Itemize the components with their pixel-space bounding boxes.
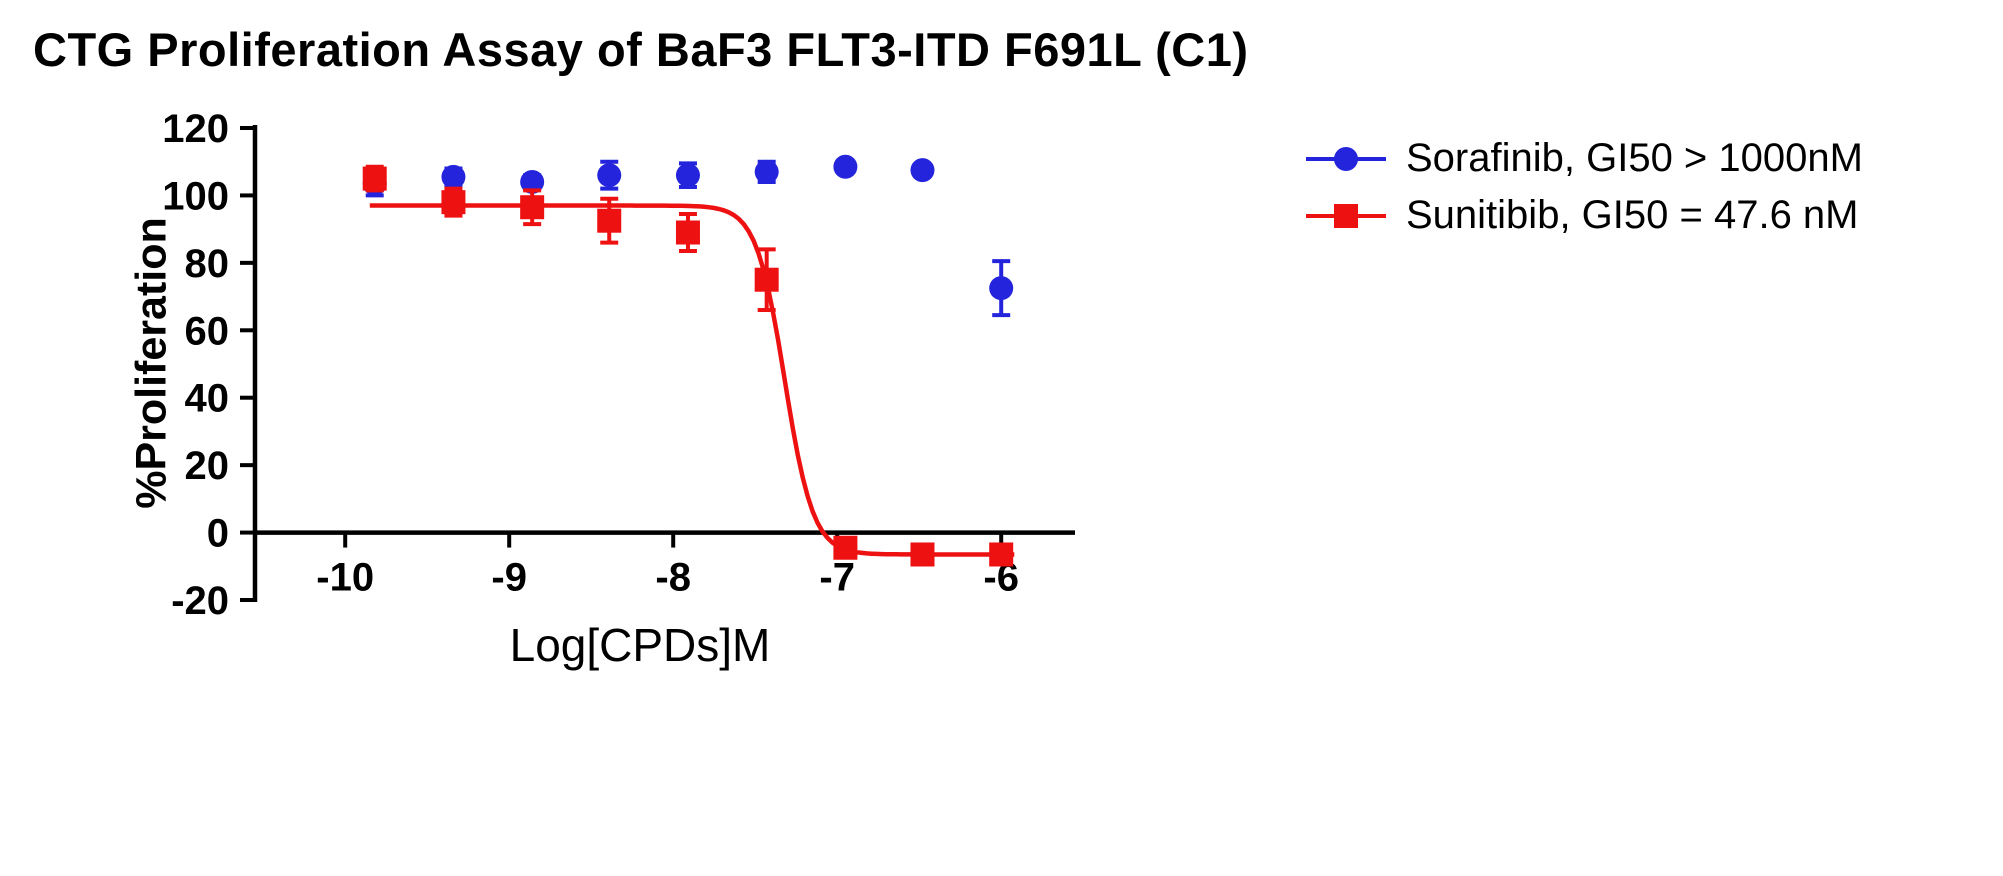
sunitibib-legend-square-icon — [1334, 203, 1358, 228]
y-tick-label: 20 — [185, 444, 230, 488]
data-point-sorafinib — [441, 164, 466, 189]
y-tick-label: 0 — [207, 512, 229, 556]
legend-item-sunitibib: Sunitibib, GI50 = 47.6 nM — [1300, 193, 1863, 238]
data-point-sunitibib — [989, 542, 1014, 567]
sorafinib-legend-marker — [1306, 146, 1386, 171]
data-point-sunitibib — [833, 535, 858, 560]
data-point-sorafinib — [520, 169, 545, 194]
y-tick-label: 40 — [185, 377, 230, 421]
data-point-sorafinib — [910, 158, 935, 183]
data-point-sunitibib — [754, 267, 779, 292]
data-point-sorafinib — [675, 163, 700, 188]
data-point-sorafinib — [754, 159, 779, 184]
data-point-sunitibib — [675, 220, 700, 245]
x-tick-label: -9 — [491, 556, 527, 600]
fit-curve-sunitibib — [369, 203, 1015, 557]
data-point-sunitibib — [910, 542, 935, 567]
y-tick-label: 100 — [162, 174, 229, 218]
data-point-sorafinib — [833, 154, 858, 179]
sorafinib-legend-circle-icon — [1334, 146, 1358, 171]
x-tick-label: -10 — [316, 556, 374, 600]
x-axis-title: Log[CPDs]M — [509, 619, 771, 671]
data-point-sunitibib — [441, 190, 466, 215]
data-point-sunitibib — [362, 166, 387, 191]
data-point-sunitibib — [520, 195, 545, 220]
data-point-sunitibib — [597, 208, 622, 233]
x-tick-label: -7 — [819, 556, 855, 600]
data-point-sorafinib — [597, 163, 622, 188]
legend: Sorafinib, GI50 > 1000nM Sunitibib, GI50… — [1300, 136, 1863, 238]
y-tick-label: 60 — [185, 309, 230, 353]
sorafinib-legend-label: Sorafinib, GI50 > 1000nM — [1406, 136, 1863, 180]
x-tick-label: -8 — [655, 556, 691, 600]
sunitibib-legend-label: Sunitibib, GI50 = 47.6 nM — [1406, 193, 1859, 237]
y-tick-label: 120 — [162, 107, 229, 151]
chart-title: CTG Proliferation Assay of BaF3 FLT3-ITD… — [33, 23, 1249, 76]
sunitibib-legend-marker — [1306, 203, 1386, 228]
y-tick-label: -20 — [171, 579, 229, 623]
data-point-sorafinib — [989, 276, 1014, 301]
y-tick-label: 80 — [185, 242, 230, 286]
legend-item-sorafinib: Sorafinib, GI50 > 1000nM — [1300, 136, 1863, 181]
